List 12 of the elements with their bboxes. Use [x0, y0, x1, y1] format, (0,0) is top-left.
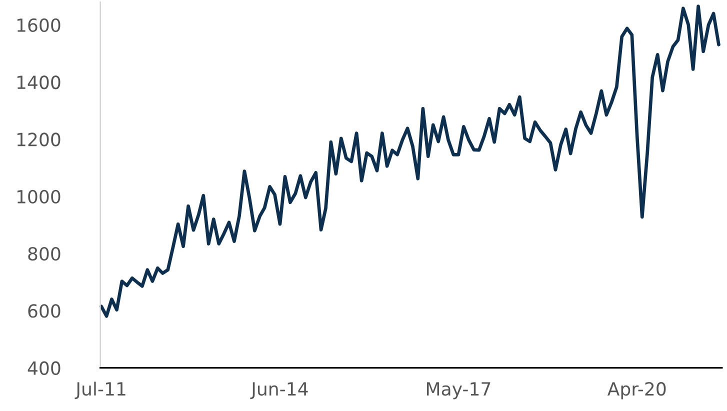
x-tick-label: May-17 — [426, 382, 490, 400]
y-tick-label: 1600 — [17, 18, 60, 32]
x-tick-label: Jul-11 — [74, 382, 126, 400]
y-tick-label: 1200 — [17, 132, 60, 146]
y-tick-label: 800 — [28, 246, 60, 261]
x-tick-label: Jun-14 — [250, 382, 308, 400]
line-series — [100, 4, 720, 318]
y-tick-label: 1000 — [17, 190, 60, 204]
y-tick-label: 600 — [28, 304, 60, 318]
y-tick-label: 1400 — [17, 76, 60, 90]
y-tick-label: 400 — [28, 361, 60, 375]
x-tick-label: Apr-20 — [607, 382, 666, 400]
